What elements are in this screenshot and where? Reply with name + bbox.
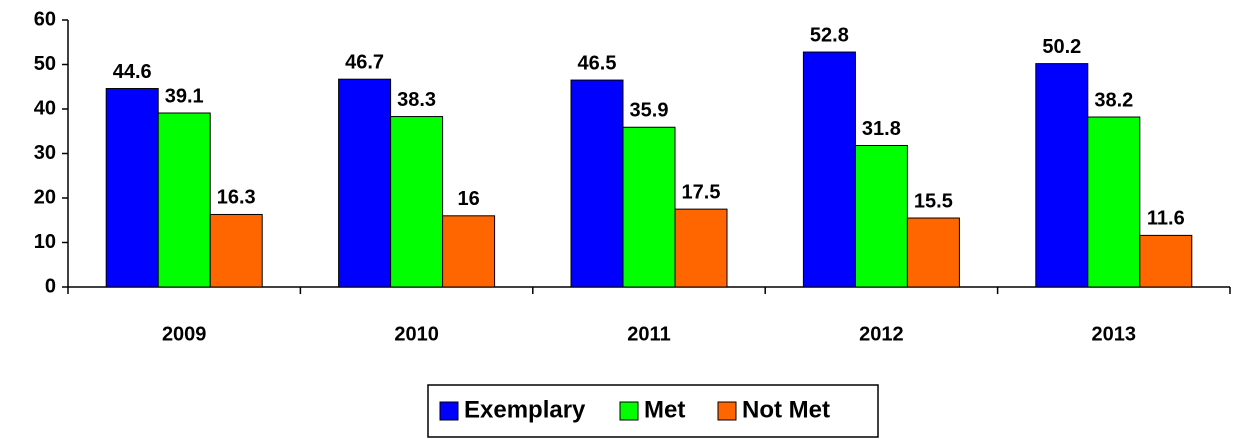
value-label: 31.8 (862, 118, 901, 140)
y-tick-label: 40 (34, 97, 56, 119)
legend-label: Exemplary (464, 396, 586, 423)
bar (1035, 63, 1089, 288)
legend-swatch (619, 401, 639, 421)
value-label: 16 (457, 188, 479, 210)
bar (802, 51, 856, 288)
y-tick-label: 0 (45, 275, 56, 297)
bar (854, 144, 908, 288)
bar (906, 217, 960, 288)
y-tick-label: 50 (34, 53, 56, 75)
legend-label: Not Met (742, 396, 830, 423)
value-label: 39.1 (165, 85, 204, 107)
value-label: 46.5 (578, 52, 617, 74)
value-label: 15.5 (914, 190, 953, 212)
legend-box (427, 384, 879, 438)
x-tick-label: 2011 (627, 323, 670, 345)
x-tick-label: 2012 (859, 323, 904, 345)
value-label: 50.2 (1042, 36, 1081, 58)
value-label: 17.5 (682, 181, 721, 203)
value-label: 46.7 (345, 51, 384, 73)
value-label: 35.9 (630, 100, 669, 122)
value-label: 38.2 (1094, 89, 1133, 111)
bar (105, 88, 159, 288)
bar (209, 213, 263, 288)
x-tick-label: 2010 (394, 323, 439, 345)
x-tick-label: 2013 (1092, 323, 1137, 345)
value-label: 44.6 (113, 61, 152, 83)
legend-swatch (717, 401, 737, 421)
legend-swatch (439, 401, 459, 421)
value-label: 38.3 (397, 89, 436, 111)
y-tick-label: 60 (34, 8, 56, 30)
bar (1087, 116, 1141, 288)
y-tick-label: 10 (34, 231, 56, 253)
value-label: 52.8 (810, 24, 849, 46)
y-tick-label: 20 (34, 186, 56, 208)
bar (674, 208, 728, 288)
bar (1139, 234, 1193, 288)
bar (570, 79, 624, 288)
x-tick-label: 2009 (162, 323, 207, 345)
bar (442, 215, 496, 288)
value-label: 16.3 (217, 187, 256, 209)
value-label: 11.6 (1147, 208, 1185, 230)
bar (390, 116, 444, 288)
bar (338, 78, 392, 288)
bar (622, 126, 676, 288)
legend-label: Met (644, 396, 685, 423)
y-tick-label: 30 (34, 142, 56, 164)
bar (157, 112, 211, 288)
